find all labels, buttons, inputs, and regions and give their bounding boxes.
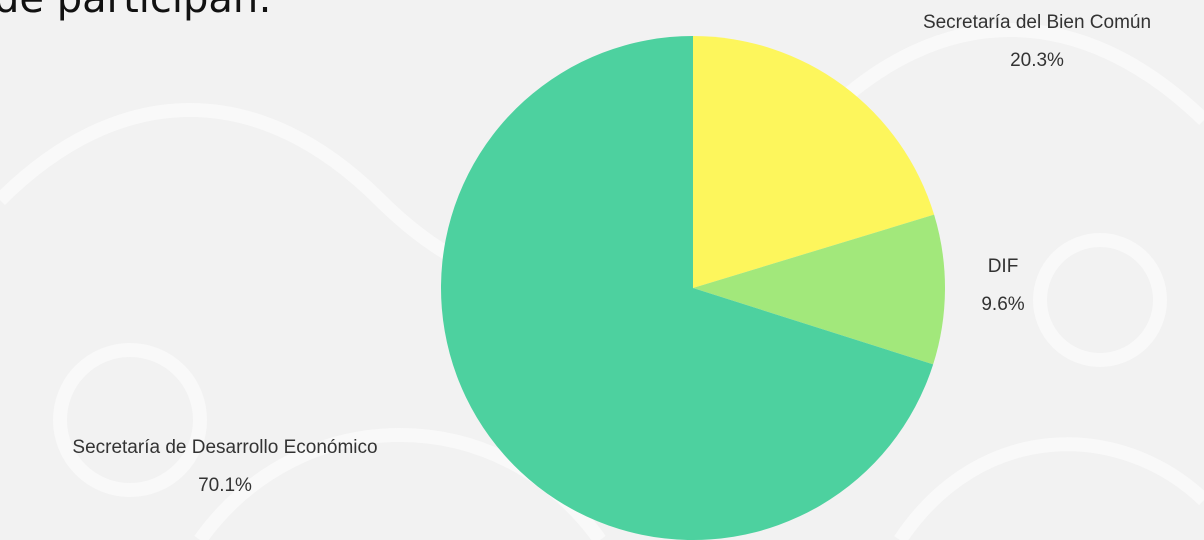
slice-label: DIF (988, 256, 1019, 277)
pattern-curve (894, 437, 1204, 540)
chart-title: de participan: (0, 0, 272, 22)
pattern-circle (53, 343, 207, 497)
slice-label: Secretaría de Desarrollo Económico (72, 437, 377, 458)
pie-slice (441, 36, 934, 540)
pie-slice (693, 214, 946, 365)
pattern-circle (1033, 233, 1167, 367)
slice-value-label: 20.3% (1010, 50, 1064, 71)
slice-label: Secretaría del Bien Común (923, 12, 1151, 33)
slice-value-label: 9.6% (981, 294, 1024, 315)
pattern-curve (815, 23, 1204, 126)
pie-slice (693, 36, 935, 288)
slice-value-label: 70.1% (198, 475, 252, 496)
